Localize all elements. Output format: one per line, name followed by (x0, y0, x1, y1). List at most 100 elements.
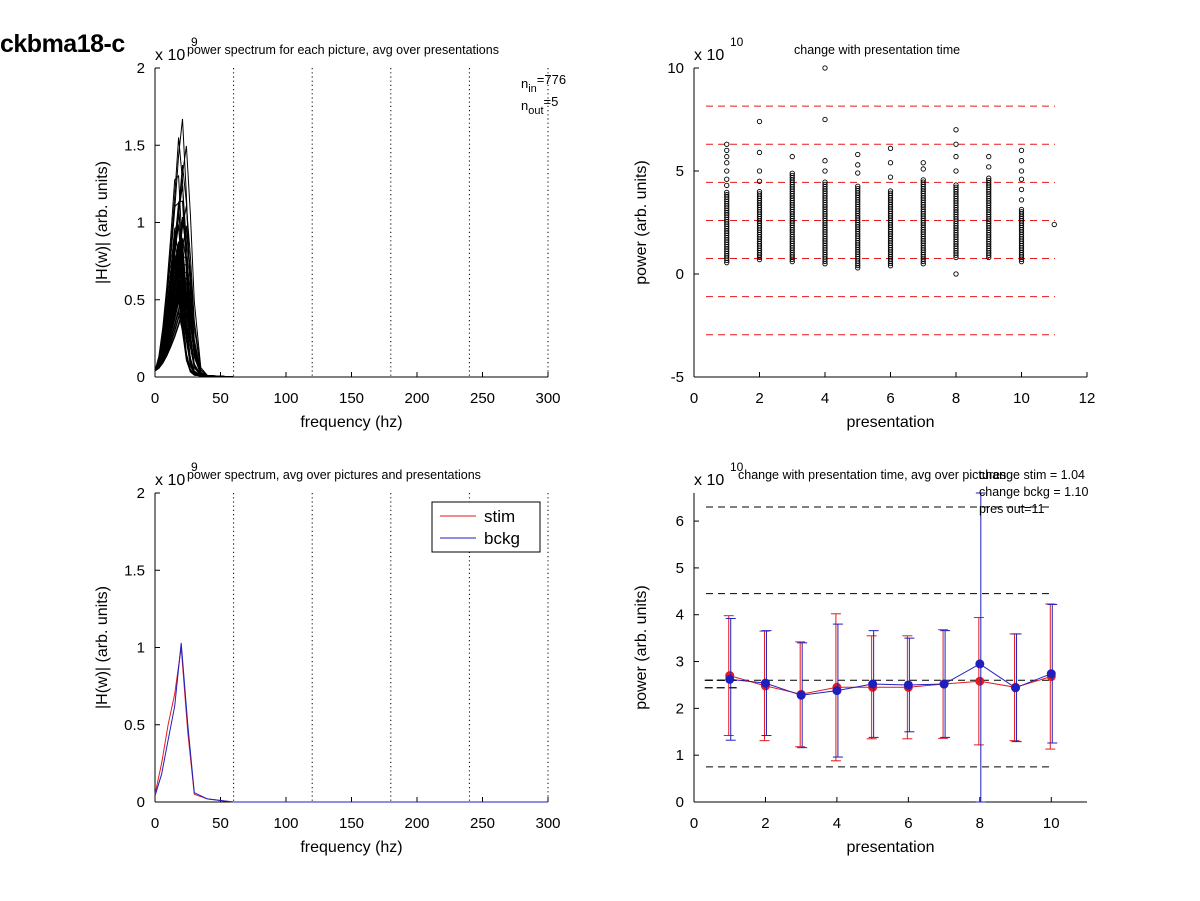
x-tick-label: 50 (212, 815, 229, 832)
scatter-point (855, 183, 861, 189)
spectrum-trace (154, 245, 548, 378)
scatter-point (756, 188, 763, 195)
x-tick-label: 6 (886, 390, 894, 407)
axis-exponent-power: 10 (730, 35, 744, 49)
scatter-point (953, 127, 959, 133)
y-axis-label: power (arb. units) (633, 160, 650, 285)
spectrum-trace (154, 185, 548, 378)
spectrum-trace (154, 224, 548, 378)
scatter-point (1018, 209, 1025, 215)
legend: stim bckg (431, 501, 541, 553)
scatter-point (953, 184, 959, 190)
spectrum-trace (154, 225, 548, 378)
spectrum-trace (154, 300, 548, 378)
x-axis-label: frequency (hz) (300, 414, 402, 431)
y-tick-label: 1 (137, 640, 145, 657)
panel-p2: 0 2 4 6 8 10 12 -5 0 5 10 x 10 10 change with present… (633, 35, 1095, 431)
scatter-point (756, 168, 763, 174)
stat-annotation: change stim = 1.04 (979, 468, 1085, 482)
axis-exponent-label: x 10 (694, 472, 724, 489)
axis-exponent-label: x 10 (155, 47, 185, 64)
series-marker (939, 679, 949, 689)
spectrum-trace (154, 276, 548, 378)
figure-title: ckbma18-c (0, 30, 125, 58)
y-tick-label: 2 (137, 485, 145, 502)
chart-title: change with presentation time, avg over … (738, 468, 1006, 482)
scatter-point (920, 177, 926, 183)
spectrum-trace (154, 279, 548, 378)
scatter-point (724, 192, 730, 198)
scatter-point (1018, 197, 1025, 203)
scatter-point (953, 182, 959, 188)
scatter-point (887, 160, 894, 166)
spectrum-trace (154, 240, 548, 378)
spectrum-trace (154, 297, 548, 378)
spectrum-trace (154, 244, 548, 378)
spectrum-trace (154, 288, 548, 378)
scatter-point (953, 168, 959, 174)
x-tick-label: 12 (1079, 390, 1096, 407)
x-tick-label: 250 (470, 815, 495, 832)
spectrum-trace (154, 280, 548, 378)
series-marker (796, 690, 806, 700)
spectrum-traces (154, 118, 548, 378)
x-tick-label: 0 (690, 815, 698, 832)
legend-label: stim (484, 507, 515, 526)
spectrum-trace (154, 291, 548, 378)
x-axis-label: frequency (hz) (300, 839, 402, 856)
scatter-point (822, 181, 828, 188)
scatter-point (756, 191, 763, 197)
scatter-point (1051, 221, 1057, 228)
scatter-point (855, 170, 861, 176)
x-tick-label: 50 (212, 390, 229, 407)
scatter-point (986, 177, 992, 184)
y-tick-label: 3 (676, 654, 684, 671)
y-tick-label: 5 (676, 163, 684, 180)
y-tick-label: 0 (676, 794, 684, 811)
scatter-point (822, 65, 828, 71)
scatter-point (920, 160, 926, 166)
legend-box (431, 501, 541, 553)
spectrum-trace (154, 253, 548, 378)
y-tick-label: 0.5 (124, 292, 145, 309)
scatter-point (756, 178, 763, 184)
spectrum-trace (154, 306, 548, 378)
axis-exponent-label: x 10 (694, 47, 724, 64)
series-marker (1046, 669, 1056, 679)
x-tick-label: 2 (755, 390, 763, 407)
spectrum-trace (154, 268, 548, 378)
chart-title: power spectrum for each picture, avg ove… (187, 43, 499, 57)
spectrum-trace (154, 308, 548, 378)
axis-exponent-power: 10 (730, 460, 744, 474)
spectrum-trace (154, 261, 548, 378)
y-tick-label: 0 (676, 266, 684, 283)
spectrum-trace (154, 290, 548, 378)
scatter-point (920, 179, 926, 185)
series-stim (723, 603, 1056, 762)
count-annotation: nout=5 (521, 94, 558, 117)
spectrum-trace (154, 287, 548, 378)
spectrum-trace (154, 201, 548, 378)
scatter-point (920, 166, 926, 172)
spectrum-trace (154, 227, 548, 378)
scatter-point (724, 147, 730, 154)
scatter-point (789, 172, 795, 179)
scatter-point (1018, 158, 1025, 164)
spectrum-trace (154, 314, 548, 378)
series-line-bckg (729, 663, 1052, 696)
x-tick-label: 200 (404, 390, 429, 407)
x-tick-label: 2 (761, 815, 769, 832)
spectrum-trace (154, 285, 548, 378)
scatter-point (887, 145, 894, 151)
x-axis-label: presentation (846, 414, 934, 431)
stat-annotation: change bckg = 1.10 (979, 485, 1089, 499)
scatter-point (1018, 168, 1025, 174)
y-axis-label: power (arb. units) (633, 585, 650, 710)
scatter-point (887, 174, 894, 180)
y-tick-label: 4 (676, 607, 684, 624)
y-tick-label: -5 (671, 369, 684, 386)
scatter-point (789, 170, 795, 176)
spectrum-trace (154, 300, 548, 378)
scatter-point (855, 151, 861, 158)
